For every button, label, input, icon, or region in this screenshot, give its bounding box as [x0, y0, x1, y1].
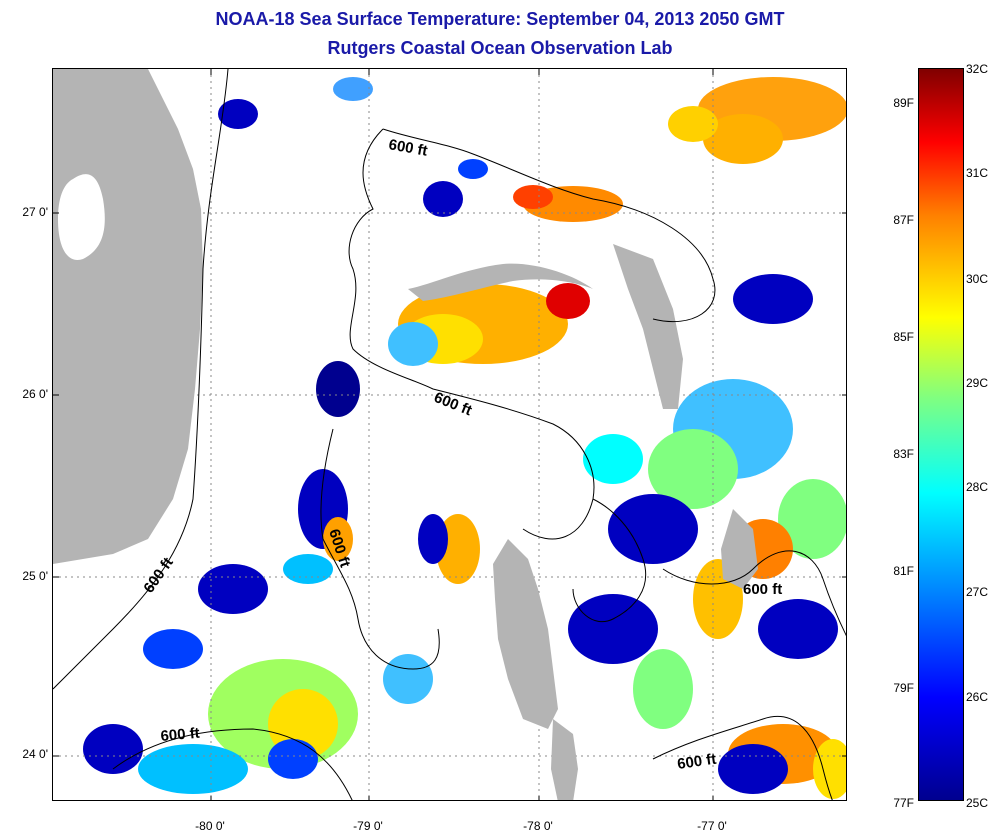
- sst-map[interactable]: 600 ft 600 ft 600 ft 600 ft 600 ft 600 f…: [52, 68, 847, 801]
- colorbar-c-label: 32C: [966, 62, 989, 76]
- sst-patch: [758, 599, 838, 659]
- florida-land: [53, 69, 203, 564]
- colorbar-f-label: 83F: [893, 447, 914, 461]
- sst-patch: [568, 594, 658, 664]
- sst-patch: [813, 739, 846, 799]
- colorbar-c-label: 28C: [966, 480, 989, 494]
- sst-patch: [418, 514, 448, 564]
- sst-patch: [648, 429, 738, 509]
- sst-patch: [633, 649, 693, 729]
- sst-patch: [423, 181, 463, 217]
- sst-patch: [198, 564, 268, 614]
- contour-label: 600 ft: [387, 136, 429, 160]
- colorbar-f-label: 77F: [893, 796, 914, 810]
- sst-patch: [143, 629, 203, 669]
- depth-contours: [53, 69, 846, 800]
- longitude-label: -80 0': [195, 819, 225, 833]
- temperature-colorbar: [918, 68, 964, 801]
- lake-okeechobee: [58, 174, 105, 260]
- latitude-label: 26 0': [22, 387, 48, 401]
- sst-patch: [388, 322, 438, 366]
- contour-600ft: [348, 128, 595, 540]
- sst-patch: [83, 724, 143, 774]
- sst-patch: [608, 494, 698, 564]
- contour-600ft: [320, 428, 440, 670]
- sst-patch: [333, 77, 373, 101]
- latitude-label: 25 0': [22, 569, 48, 583]
- sst-patch: [383, 654, 433, 704]
- sst-patch: [323, 517, 353, 561]
- contour-600ft: [652, 715, 833, 800]
- colorbar-f-label: 87F: [893, 213, 914, 227]
- sst-patch: [268, 739, 318, 779]
- sst-patch: [218, 99, 258, 129]
- contour-600ft: [53, 69, 229, 690]
- contour-600ft: [382, 128, 716, 323]
- sst-patch: [668, 106, 718, 142]
- colorbar-c-label: 27C: [966, 585, 989, 599]
- colorbar-f-label: 89F: [893, 96, 914, 110]
- sst-data-layer: [83, 77, 846, 799]
- grand-bahama-land: [408, 263, 593, 301]
- axis-ticks: [53, 69, 846, 800]
- map-title: NOAA-18 Sea Surface Temperature: Septemb…: [215, 9, 785, 29]
- sst-patch: [733, 274, 813, 324]
- colorbar-c-label: 29C: [966, 376, 989, 390]
- sst-patch: [583, 434, 643, 484]
- andros-south-land: [551, 719, 578, 800]
- colorbar-f-label: 81F: [893, 564, 914, 578]
- contour-600ft: [572, 498, 647, 623]
- colorbar-c-label: 31C: [966, 166, 989, 180]
- colorbar-c-label: 30C: [966, 272, 989, 286]
- sst-patch: [283, 554, 333, 584]
- longitude-label: -77 0': [697, 819, 727, 833]
- sst-patch: [778, 479, 846, 559]
- latitude-label: 24 0': [22, 747, 48, 761]
- andros-land: [493, 539, 558, 729]
- latitude-label: 27 0': [22, 205, 48, 219]
- colorbar-c-label: 25C: [966, 796, 989, 810]
- sst-patch: [718, 744, 788, 794]
- longitude-label: -78 0': [523, 819, 553, 833]
- map-subtitle: Rutgers Coastal Ocean Observation Lab: [327, 38, 673, 58]
- colorbar-f-label: 85F: [893, 330, 914, 344]
- contour-label: 600 ft: [743, 581, 782, 598]
- colorbar-c-label: 26C: [966, 690, 989, 704]
- sst-patch: [138, 744, 248, 794]
- contour-600ft: [662, 550, 846, 637]
- longitude-label: -79 0': [353, 819, 383, 833]
- abaco-land: [613, 244, 683, 409]
- sst-patch: [513, 185, 553, 209]
- sst-patch: [546, 283, 590, 319]
- colorbar-f-label: 79F: [893, 681, 914, 695]
- sst-map-canvas: 600 ft 600 ft 600 ft 600 ft 600 ft 600 f…: [53, 69, 846, 800]
- contour-label: 600 ft: [140, 554, 176, 596]
- sst-patch: [316, 361, 360, 417]
- contour-600ft: [112, 728, 353, 800]
- sst-patch: [703, 114, 783, 164]
- contour-label: 600 ft: [676, 751, 717, 773]
- eleuthera-land: [721, 509, 758, 589]
- sst-patch: [458, 159, 488, 179]
- contour-label: 600 ft: [160, 725, 201, 745]
